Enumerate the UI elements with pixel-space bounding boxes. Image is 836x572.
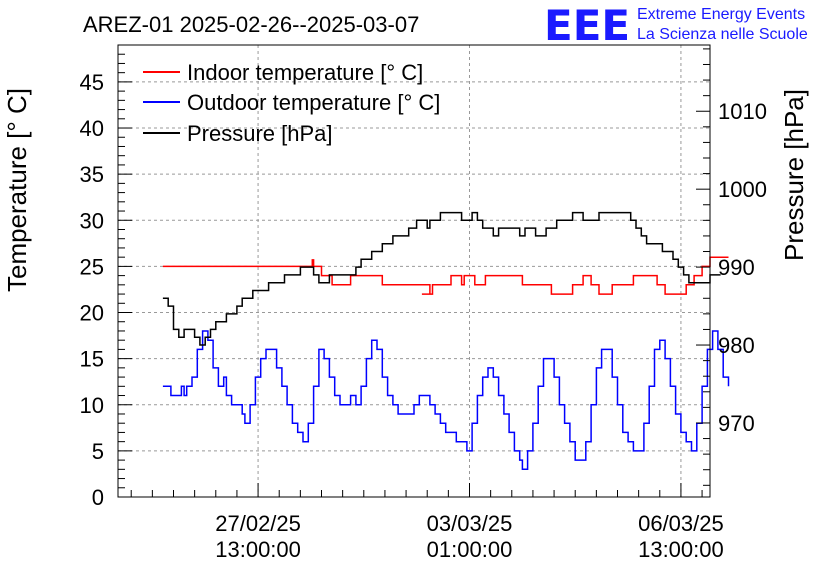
y-tick-label-10: 10 <box>80 393 104 418</box>
series-layer <box>162 211 730 471</box>
x-tick-label-date-2: 06/03/25 <box>638 511 724 536</box>
y-tick-label-20: 20 <box>80 301 104 326</box>
series-line-outdoor <box>162 330 730 471</box>
y-tick-label-40: 40 <box>80 116 104 141</box>
y-tick-label-30: 30 <box>80 208 104 233</box>
series-line-indoor <box>162 256 729 295</box>
y-tick-label-0: 0 <box>92 485 104 510</box>
y2-axis-title: Pressure [hPa] <box>779 89 809 261</box>
y2-tick-label-1010: 1010 <box>718 99 767 124</box>
y-axis-title: Temperature [° C] <box>2 88 32 292</box>
logo-line-1: Extreme Energy Events <box>637 6 805 23</box>
series-line-pressure <box>162 211 721 346</box>
x-axis: 27/02/2513:00:0003/03/2501:00:0006/03/25… <box>130 483 724 562</box>
x-tick-label-time-2: 13:00:00 <box>638 537 724 562</box>
y-tick-label-45: 45 <box>80 70 104 95</box>
y-tick-label-25: 25 <box>80 254 104 279</box>
y2-tick-label-1000: 1000 <box>718 177 767 202</box>
x-tick-label-date-1: 03/03/25 <box>427 511 513 536</box>
x-tick-label-date-0: 27/02/25 <box>215 511 301 536</box>
legend-label-indoor: Indoor temperature [° C] <box>187 60 423 85</box>
legend: Indoor temperature [° C] Outdoor tempera… <box>143 60 440 146</box>
y-axis-right: 970 980 990 1000 1010 <box>696 48 767 486</box>
chart-title: AREZ-01 2025-02-26--2025-03-07 <box>83 12 419 37</box>
y-axis-left: 0 5 10 15 20 25 30 35 40 45 <box>80 44 132 510</box>
y-tick-label-15: 15 <box>80 347 104 372</box>
x-tick-label-time-1: 01:00:00 <box>427 537 513 562</box>
plot-frame <box>117 44 711 498</box>
y2-tick-label-990: 990 <box>718 255 755 280</box>
y-tick-label-5: 5 <box>92 439 104 464</box>
legend-label-outdoor: Outdoor temperature [° C] <box>187 90 440 115</box>
y2-tick-label-980: 980 <box>718 333 755 358</box>
legend-label-pressure: Pressure [hPa] <box>187 121 333 146</box>
y2-tick-label-970: 970 <box>718 411 755 436</box>
logo-mark: EEE <box>544 1 630 50</box>
x-tick-label-time-0: 13:00:00 <box>215 537 301 562</box>
y-tick-label-35: 35 <box>80 162 104 187</box>
logo-line-2: La Scienza nelle Scuole <box>637 26 808 43</box>
